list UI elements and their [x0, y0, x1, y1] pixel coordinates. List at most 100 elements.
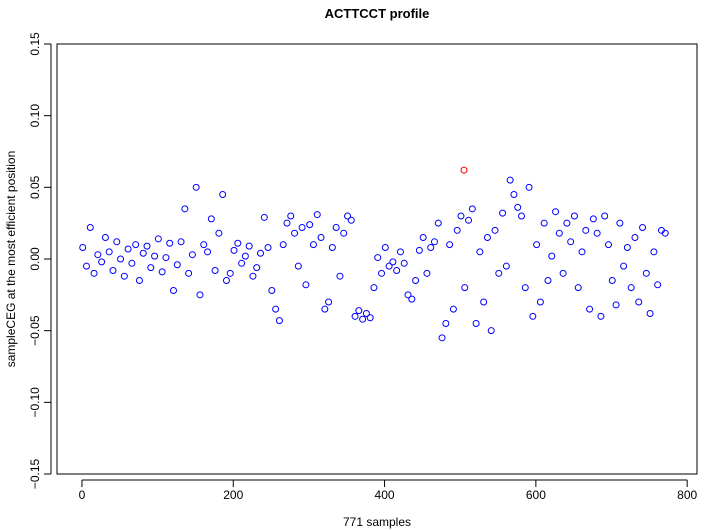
point — [480, 298, 488, 306]
point — [105, 248, 113, 256]
point — [313, 211, 321, 219]
point — [86, 223, 94, 231]
point — [548, 252, 556, 260]
point — [533, 241, 541, 249]
point — [177, 238, 185, 246]
point — [234, 239, 242, 247]
point — [340, 229, 348, 237]
point — [196, 291, 204, 299]
point — [325, 298, 333, 306]
point — [291, 229, 299, 237]
y-tick-label: 0.05 — [28, 175, 42, 199]
point — [256, 249, 264, 257]
point — [525, 183, 533, 191]
point — [98, 258, 106, 266]
point — [309, 241, 317, 249]
point — [158, 268, 166, 276]
point — [207, 215, 215, 223]
point — [404, 291, 412, 299]
point — [215, 229, 223, 237]
point — [427, 244, 435, 252]
point — [506, 176, 514, 184]
point — [241, 252, 249, 260]
point — [423, 269, 431, 277]
x-axis-label: 771 samples — [343, 515, 411, 529]
point — [166, 239, 174, 247]
point — [328, 244, 336, 252]
point — [147, 264, 155, 272]
point — [188, 251, 196, 259]
point — [101, 234, 109, 241]
point — [321, 305, 329, 313]
point — [642, 269, 650, 277]
point — [453, 226, 461, 234]
point — [253, 264, 261, 272]
point — [540, 219, 548, 227]
point — [192, 183, 200, 191]
point — [279, 241, 287, 249]
point — [582, 226, 590, 234]
point — [200, 241, 208, 249]
point — [586, 305, 594, 313]
point — [578, 248, 586, 256]
point — [211, 266, 219, 274]
point — [355, 307, 363, 315]
point — [366, 314, 374, 322]
point — [113, 238, 121, 246]
x-tick-label: 200 — [223, 488, 243, 502]
point — [476, 248, 484, 256]
point — [616, 219, 624, 227]
point — [483, 234, 491, 241]
point — [139, 249, 147, 257]
point — [287, 212, 295, 220]
point — [654, 281, 662, 289]
point — [83, 262, 91, 270]
point — [661, 229, 669, 237]
point — [570, 212, 578, 220]
point — [408, 295, 416, 303]
point — [589, 215, 597, 223]
point — [343, 212, 351, 220]
point — [219, 191, 227, 198]
point — [90, 269, 98, 277]
point — [306, 221, 314, 229]
point — [635, 298, 643, 306]
y-tick-label: −0.10 — [28, 387, 42, 418]
point — [396, 248, 404, 256]
point — [173, 261, 181, 269]
point — [517, 212, 525, 220]
point — [593, 229, 601, 237]
point — [446, 241, 454, 249]
y-tick-label: −0.05 — [28, 315, 42, 346]
point — [574, 284, 582, 292]
point — [597, 312, 605, 320]
point — [359, 315, 367, 323]
point — [294, 262, 302, 270]
point — [238, 259, 246, 267]
point — [378, 269, 386, 277]
point — [442, 320, 450, 327]
point — [555, 229, 563, 237]
point — [298, 223, 306, 231]
point — [170, 287, 178, 295]
point — [646, 309, 654, 317]
point — [128, 259, 136, 267]
point — [264, 244, 272, 252]
point — [461, 284, 469, 292]
point — [491, 226, 499, 234]
chart-title: ACTTCCT profile — [325, 6, 430, 21]
point — [612, 301, 620, 309]
point — [120, 272, 128, 280]
point — [245, 242, 253, 250]
point — [460, 166, 468, 174]
point — [275, 317, 283, 325]
point — [521, 284, 529, 292]
point — [639, 223, 647, 231]
point — [347, 216, 355, 224]
point — [393, 266, 401, 274]
point — [430, 238, 438, 246]
point — [181, 205, 189, 213]
point — [510, 191, 518, 198]
point — [449, 305, 457, 313]
